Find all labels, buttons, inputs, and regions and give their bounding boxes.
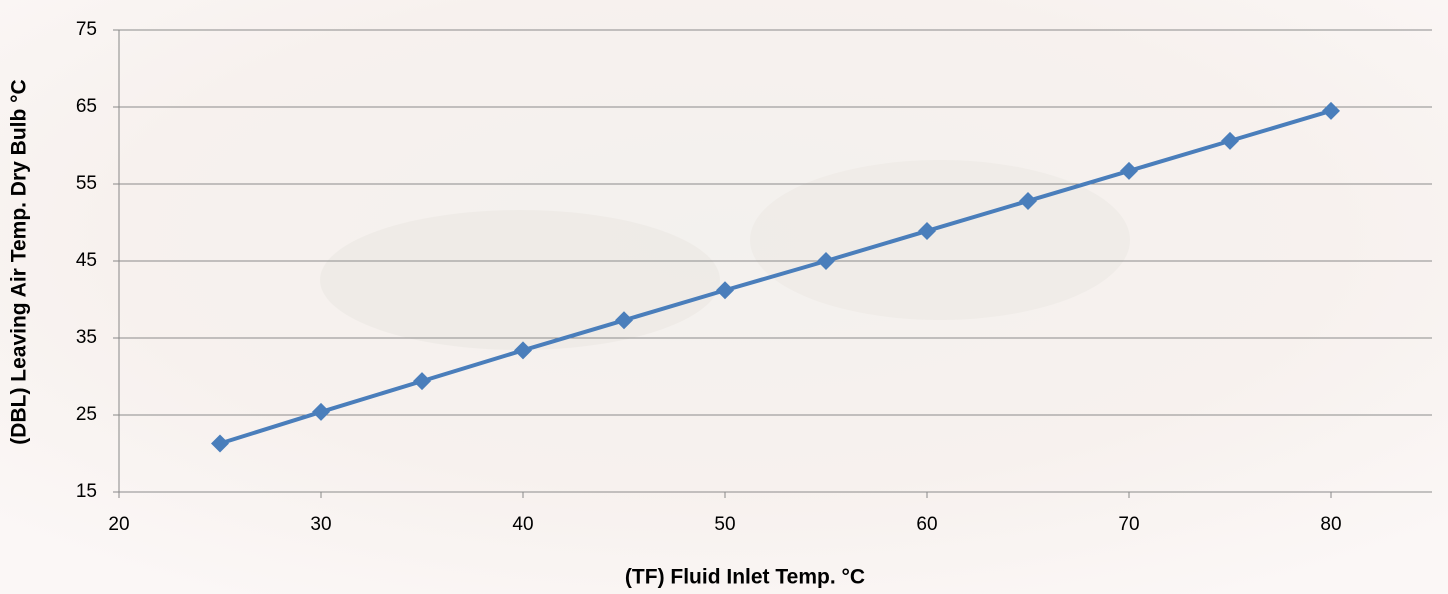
x-tick-label: 50 [714, 514, 735, 535]
x-tick-label: 20 [108, 514, 129, 535]
x-tick-label: 60 [916, 514, 937, 535]
y-tick-label: 35 [76, 327, 97, 348]
y-tick-label: 75 [76, 19, 97, 40]
y-tick-label: 15 [76, 481, 97, 502]
background-shape [320, 210, 720, 350]
y-tick-label: 45 [76, 250, 97, 271]
x-tick-label: 70 [1118, 514, 1139, 535]
x-tick-label: 40 [512, 514, 533, 535]
x-tick-label: 30 [310, 514, 331, 535]
chart: (TF) Fluid Inlet Temp. °C (DBL) Leaving … [0, 0, 1448, 594]
page: {"chart_data": {"type": "line", "x_label… [0, 0, 1448, 594]
y-tick-label: 65 [76, 96, 97, 117]
x-tick-label: 80 [1320, 514, 1341, 535]
y-tick-label: 25 [76, 404, 97, 425]
y-axis-title: (DBL) Leaving Air Temp. Dry Bulb °C [8, 79, 31, 444]
y-tick-label: 55 [76, 173, 97, 194]
x-axis-title: (TF) Fluid Inlet Temp. °C [625, 566, 865, 589]
